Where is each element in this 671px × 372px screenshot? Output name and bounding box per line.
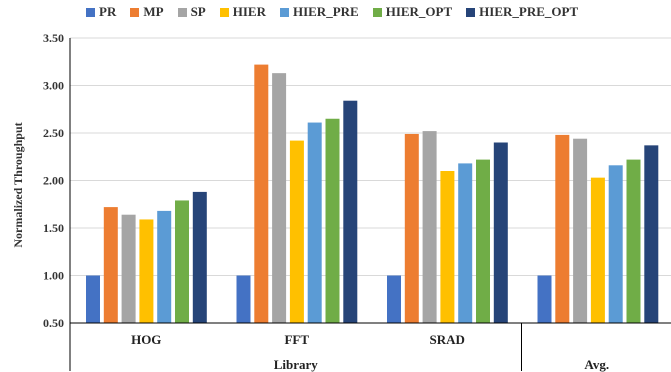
category-labels: HOG FFT SRAD Library Avg. xyxy=(131,332,609,372)
category-label: HOG xyxy=(131,332,161,347)
bar-hier xyxy=(590,177,605,323)
legend-swatch-hier-pre xyxy=(279,7,289,17)
legend-label-mp: MP xyxy=(143,4,164,19)
legend-label-hier: HIER xyxy=(232,4,266,19)
category-label: FFT xyxy=(284,332,309,347)
legend-label-hier-opt: HIER_OPT xyxy=(385,4,453,19)
bar-hier-pre xyxy=(307,122,322,323)
bar-mp xyxy=(254,64,269,323)
bar-hier-pre xyxy=(458,163,473,323)
y-tick-label: 3.50 xyxy=(43,31,64,45)
bar-sp xyxy=(121,214,136,323)
axes xyxy=(69,38,671,371)
y-tick-label: 0.50 xyxy=(43,316,64,330)
bar-sp xyxy=(272,73,287,324)
bar-hier xyxy=(289,140,304,323)
bar-hier xyxy=(440,171,455,323)
legend-item-pr: PR xyxy=(86,4,116,20)
y-tick-label: 3.00 xyxy=(43,79,64,93)
bar-pr xyxy=(236,275,251,323)
bar-hier-pre-opt xyxy=(644,145,659,323)
y-tick-label: 2.00 xyxy=(43,174,64,188)
bar-hier-pre-opt xyxy=(192,191,207,323)
legend-label-hier-pre-opt: HIER_PRE_OPT xyxy=(479,4,579,19)
bar-sp xyxy=(573,138,588,323)
legend-swatch-mp xyxy=(130,7,140,17)
legend-item-hier: HIER xyxy=(219,4,266,20)
y-axis-title: Normalized Throughput xyxy=(11,122,25,247)
group-label-library: Library xyxy=(274,357,319,372)
bar-mp xyxy=(555,134,570,323)
bars xyxy=(86,64,659,324)
bar-hier xyxy=(139,219,154,323)
bar-hier-pre xyxy=(608,165,623,323)
legend-label-pr: PR xyxy=(99,4,117,19)
bar-pr xyxy=(86,275,100,323)
legend-item-hier-pre: HIER_PRE xyxy=(279,4,359,20)
bar-hier-pre-opt xyxy=(493,142,508,323)
legend-item-hier-opt: HIER_OPT xyxy=(372,4,453,20)
y-tick-label: 1.00 xyxy=(43,269,64,283)
legend-swatch-hier-pre-opt xyxy=(466,7,476,17)
chart-legend: PR MP SP HIER HIER_PRE HIER_OPT HIER_PRE… xyxy=(86,4,592,20)
category-label: SRAD xyxy=(430,332,465,347)
bar-pr xyxy=(387,275,401,323)
bar-hier-opt xyxy=(476,159,490,323)
bar-mp xyxy=(103,207,118,323)
group-label-avg: Avg. xyxy=(584,357,609,372)
gridlines xyxy=(70,37,671,276)
legend-label-hier-pre: HIER_PRE xyxy=(292,4,359,19)
legend-item-sp: SP xyxy=(177,4,206,20)
y-tick-label: 2.50 xyxy=(43,126,64,140)
bar-sp xyxy=(422,131,437,323)
legend-swatch-hier-opt xyxy=(372,7,382,17)
bar-hier-opt xyxy=(175,200,189,323)
legend-label-sp: SP xyxy=(190,4,206,19)
bar-hier-pre-opt xyxy=(343,100,358,323)
legend-item-hier-pre-opt: HIER_PRE_OPT xyxy=(466,4,578,20)
y-tick-labels: 0.50 1.00 1.50 2.00 2.50 3.00 3.50 xyxy=(43,31,64,330)
legend-swatch-hier xyxy=(219,7,229,17)
legend-item-mp: MP xyxy=(130,4,164,20)
bar-pr xyxy=(537,275,552,323)
bar-hier-opt xyxy=(626,159,641,323)
bar-hier-opt xyxy=(325,118,340,323)
legend-swatch-sp xyxy=(177,7,187,17)
legend-swatch-pr xyxy=(86,7,95,17)
bar-hier-pre xyxy=(157,210,172,323)
bar-mp xyxy=(404,133,419,323)
y-tick-label: 1.50 xyxy=(43,221,64,235)
